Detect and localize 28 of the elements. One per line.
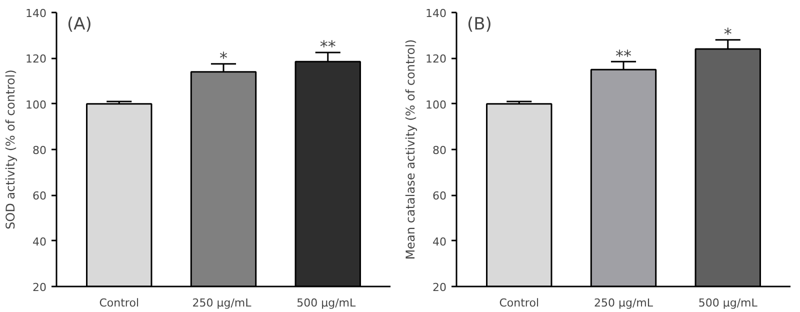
y-tick-label: 100 xyxy=(426,98,447,112)
y-tick-label: 140 xyxy=(426,7,447,20)
x-tick-label: Control xyxy=(99,296,140,310)
y-tick-label: 100 xyxy=(26,98,47,112)
x-tick-label: 250 μg/mL xyxy=(594,296,654,310)
y-axis-title: SOD activity (% of control) xyxy=(4,70,18,230)
annotation: * xyxy=(724,24,732,44)
y-tick-label: 120 xyxy=(26,52,47,66)
y-tick-label: 80 xyxy=(32,144,47,157)
annotation: ** xyxy=(320,37,336,56)
x-tick-label: 500 μg/mL xyxy=(698,296,758,310)
y-tick-label: 60 xyxy=(32,190,47,203)
x-tick-label: Control xyxy=(499,296,540,310)
annotation: (B) xyxy=(466,14,492,34)
y-axis-title: Mean catalase activity (% of control) xyxy=(404,39,418,260)
x-tick-label: 250 μg/mL xyxy=(192,296,252,310)
y-tick-label: 120 xyxy=(426,52,447,66)
y-tick-label: 60 xyxy=(432,190,447,203)
y-tick-label: 140 xyxy=(26,7,47,20)
annotation: (A) xyxy=(66,14,92,34)
y-tick-label: 20 xyxy=(32,281,47,294)
y-tick-label: 40 xyxy=(32,235,47,248)
y-tick-label: 80 xyxy=(432,144,447,157)
x-tick-label: 500 μg/mL xyxy=(296,296,357,310)
annotation: ** xyxy=(616,46,632,66)
annotation: * xyxy=(220,48,228,68)
y-tick-label: 40 xyxy=(432,235,447,248)
y-tick-label: 20 xyxy=(432,281,447,294)
